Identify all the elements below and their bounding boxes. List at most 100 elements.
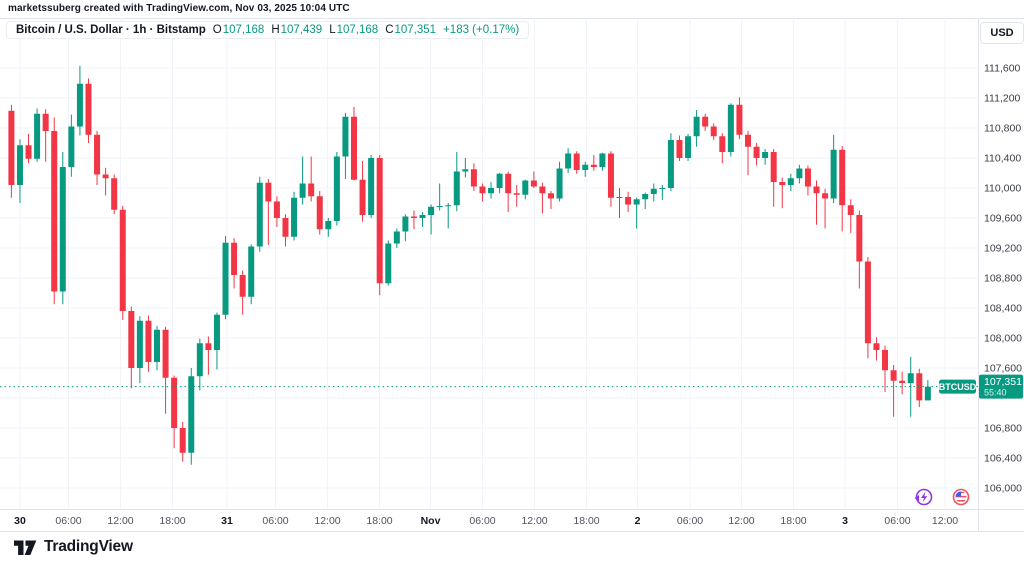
candle-up [633, 199, 640, 205]
candle-up [445, 205, 452, 207]
ohlc-close: C 107,351 [385, 24, 437, 36]
lightning-event-icon[interactable] [914, 488, 933, 506]
candle-down [676, 140, 683, 158]
time-axis-label-day: Nov [421, 515, 441, 527]
candle-down [470, 169, 477, 187]
candle-up [599, 153, 606, 167]
time-axis-label-hour: 06:00 [55, 515, 81, 527]
candle-down [856, 215, 863, 262]
candle-up [693, 116, 700, 137]
ohlc-low: L 107,168 [329, 24, 379, 36]
candle-up [419, 215, 426, 218]
candle-up [436, 206, 443, 207]
candle-down [530, 180, 537, 187]
candle-up [342, 116, 349, 157]
candle-up [299, 183, 306, 198]
price-axis-label: 110,400 [984, 153, 1021, 165]
current-price-label-box [979, 374, 1023, 399]
price-axis-label: 108,800 [984, 273, 1022, 285]
candle-up [291, 197, 298, 237]
candle-up [924, 386, 931, 401]
candle-down [625, 197, 632, 205]
tradingview-logo-text: TradingView [44, 538, 133, 555]
candle-down [273, 201, 280, 218]
candle-up [488, 188, 495, 194]
price-axis-label: 111,200 [984, 93, 1021, 105]
watermark-attribution: marketssuberg created with TradingView.c… [8, 3, 350, 14]
price-axis-label: 106,400 [984, 453, 1022, 465]
candle-up [325, 221, 332, 230]
candle-down [171, 377, 178, 428]
ohlc-high: H 107,439 [271, 24, 323, 36]
candle-down [710, 126, 717, 137]
candle-up [582, 164, 589, 170]
price-axis-label: 111,600 [984, 63, 1021, 75]
candle-down [744, 134, 751, 147]
candle-down [547, 193, 554, 199]
candle-up [393, 231, 400, 244]
price-axis-label: 107,600 [984, 363, 1022, 375]
candle-down [882, 350, 889, 371]
candle-down [702, 116, 709, 127]
candle-down [864, 261, 871, 344]
candle-up [34, 113, 41, 159]
candle-down [316, 196, 323, 230]
candle-up [76, 83, 83, 127]
candle-up [368, 158, 375, 215]
time-axis-label-hour: 18:00 [366, 515, 392, 527]
time-axis-label-hour: 12:00 [932, 515, 958, 527]
price-axis-label: 109,200 [984, 243, 1022, 255]
current-price-value: 107,351 [984, 376, 1022, 388]
price-axis-label: 106,000 [984, 483, 1022, 495]
currency-usd-button[interactable]: USD [980, 22, 1024, 44]
time-axis-label-hour: 06:00 [884, 515, 910, 527]
candle-down [94, 134, 101, 175]
time-axis-label-hour: 12:00 [728, 515, 754, 527]
us-flag-event-icon[interactable] [952, 488, 970, 506]
time-axis-divider [0, 509, 1024, 510]
candle-down [513, 193, 520, 195]
candle-down [607, 153, 614, 198]
price-axis-label: 110,000 [984, 183, 1021, 195]
candle-down [282, 218, 289, 237]
ohlc-open: O 107,168 [212, 24, 265, 36]
candle-up [462, 169, 469, 172]
time-axis-label-hour: 06:00 [469, 515, 495, 527]
symbol-price-tag: BTCUSD [939, 382, 977, 392]
candle-down [753, 146, 760, 158]
candle-up [333, 156, 340, 221]
candle-up [642, 194, 649, 200]
candle-down [822, 193, 829, 199]
candle-up [762, 152, 769, 158]
candle-down [205, 343, 212, 350]
symbol-title: Bitcoin / U.S. Dollar · 1h · Bitstamp [16, 24, 206, 36]
time-axis-label-day: 3 [842, 515, 848, 527]
candle-up [154, 329, 161, 362]
candle-up [496, 173, 503, 188]
candle-up [196, 343, 203, 377]
candle-down [42, 113, 49, 131]
candle-down [239, 275, 246, 297]
candle-up [616, 197, 623, 198]
price-axis-label: 108,000 [984, 333, 1022, 345]
time-axis-label-hour: 18:00 [573, 515, 599, 527]
time-axis-label-hour: 12:00 [107, 515, 133, 527]
candle-up [907, 373, 914, 383]
candle-down [265, 182, 272, 202]
candle-up [650, 188, 657, 194]
candle-up [685, 136, 692, 158]
candle-down [804, 168, 811, 187]
price-axis-label: 108,400 [984, 303, 1022, 315]
candle-down [162, 329, 169, 378]
candle-down [573, 153, 580, 170]
top-divider [0, 18, 1024, 19]
candle-down [376, 158, 383, 284]
candle-up [787, 178, 794, 185]
candle-up [667, 140, 674, 188]
candle-down [111, 178, 118, 210]
tradingview-logo[interactable]: TradingView [14, 538, 133, 556]
candle-down [51, 131, 58, 292]
candle-down [128, 311, 135, 368]
